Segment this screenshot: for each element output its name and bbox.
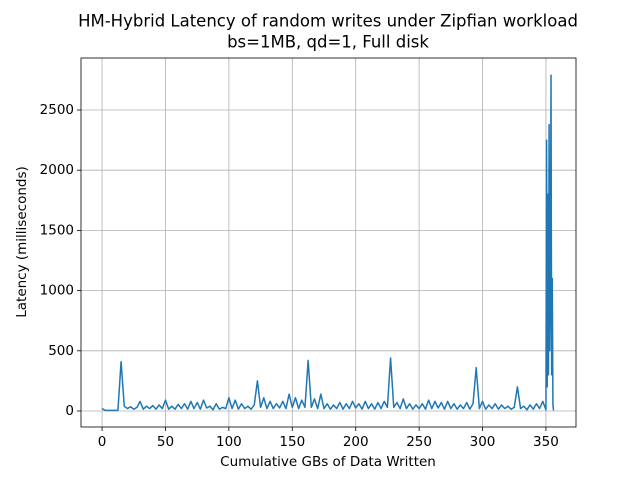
y-tick-label: 2000 [40, 162, 74, 178]
x-tick-label: 150 [279, 434, 305, 450]
plot-frame [80, 57, 577, 428]
x-tick-label: 300 [470, 434, 496, 450]
y-tick-label: 500 [48, 343, 74, 359]
y-tick-label: 0 [65, 403, 74, 419]
y-tick-label: 1500 [40, 222, 74, 238]
x-tick-label: 350 [533, 434, 559, 450]
chart-title: HM-Hybrid Latency of random writes under… [78, 12, 578, 31]
x-tick-label: 250 [406, 434, 432, 450]
y-tick-label: 2500 [40, 102, 74, 118]
y-axis-label: Latency (milliseconds) [14, 166, 30, 318]
x-tick-label: 200 [343, 434, 369, 450]
data-line [101, 74, 555, 412]
x-tick-label: 0 [98, 434, 107, 450]
x-axis-label: Cumulative GBs of Data Written [220, 454, 436, 470]
y-tick-label: 1000 [40, 283, 74, 299]
x-tick-label: 50 [157, 434, 174, 450]
chart-subtitle: bs=1MB, qd=1, Full disk [227, 33, 429, 52]
x-tick-label: 100 [216, 434, 242, 450]
